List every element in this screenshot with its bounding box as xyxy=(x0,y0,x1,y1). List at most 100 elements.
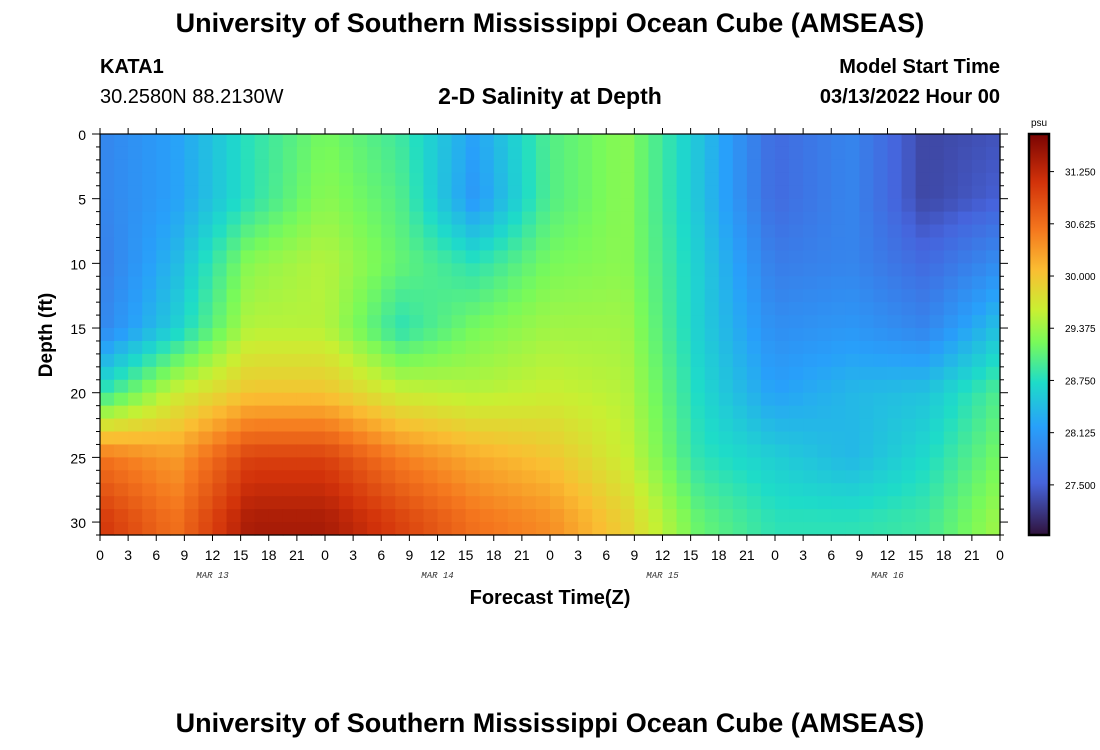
heatmap-cell xyxy=(226,431,242,446)
heatmap-cell xyxy=(690,224,706,239)
heatmap-cell xyxy=(423,224,439,239)
heatmap-cell xyxy=(676,276,692,290)
heatmap-cell xyxy=(887,431,903,446)
heatmap-cell xyxy=(423,263,439,277)
heatmap-cell xyxy=(240,302,256,316)
heatmap-cell xyxy=(437,522,453,536)
heatmap-cell xyxy=(859,315,875,329)
heatmap-cell xyxy=(873,431,889,446)
heatmap-cell xyxy=(564,211,579,226)
heatmap-cell xyxy=(971,470,987,484)
heatmap-cell xyxy=(409,379,425,394)
heatmap-cell xyxy=(915,172,931,187)
heatmap-cell xyxy=(887,366,903,381)
heatmap-cell xyxy=(606,353,621,368)
heatmap-cell xyxy=(985,470,1001,484)
heatmap-cell xyxy=(676,237,692,252)
heatmap-cell xyxy=(915,134,931,148)
heatmap-cell xyxy=(789,392,804,407)
heatmap-cell xyxy=(170,237,185,252)
heatmap-cell xyxy=(648,185,664,200)
heatmap-cell xyxy=(887,172,903,187)
heatmap-cell xyxy=(535,444,551,458)
heatmap-cell xyxy=(957,522,973,536)
x-axis: 0 3 6 9 12 15 18 21 0 3 6 9 12 15 18 21 0 3 6 9 12 15 18 21 0 3 6 9… xyxy=(96,128,1004,563)
heatmap-cell xyxy=(746,340,762,355)
heatmap-cell xyxy=(128,483,143,497)
heatmap-cell xyxy=(240,366,256,381)
heatmap-cell xyxy=(423,418,439,433)
heatmap-cell xyxy=(550,328,565,342)
heatmap-cell xyxy=(957,172,973,187)
heatmap-cell xyxy=(381,418,396,433)
heatmap-cell xyxy=(142,353,157,368)
heatmap-cell xyxy=(128,328,143,342)
heatmap-cell xyxy=(142,159,157,174)
heatmap-cell xyxy=(254,431,270,446)
heatmap-cell xyxy=(775,185,790,200)
heatmap-cell xyxy=(746,470,762,484)
heatmap-cell xyxy=(479,263,495,277)
heatmap-cell xyxy=(254,224,270,239)
heatmap-cell xyxy=(578,185,593,200)
model-start-value: 03/13/2022 Hour 00 xyxy=(819,86,1000,108)
heatmap-cell xyxy=(339,172,354,187)
heatmap-cell xyxy=(929,496,945,510)
heatmap-cell xyxy=(170,134,185,148)
heatmap-cell xyxy=(156,289,171,303)
heatmap-cell xyxy=(620,366,635,381)
heatmap-cell xyxy=(901,444,917,458)
heatmap-cell xyxy=(296,172,312,187)
heatmap-cell xyxy=(943,470,959,484)
heatmap-cell xyxy=(381,392,396,407)
heatmap-cell xyxy=(100,496,115,510)
heatmap-cell xyxy=(817,353,832,368)
heatmap-cell xyxy=(353,444,368,458)
heatmap-cell xyxy=(775,483,790,497)
heatmap-cell xyxy=(873,509,889,523)
heatmap-cell xyxy=(296,146,312,161)
heatmap-cell xyxy=(915,263,931,277)
heatmap-cell xyxy=(873,353,889,368)
heatmap-cell xyxy=(409,509,425,523)
heatmap-cell xyxy=(507,328,523,342)
heatmap-cell xyxy=(690,302,706,316)
heatmap-cell xyxy=(451,340,467,355)
heatmap-cell xyxy=(226,340,242,355)
heatmap-cell xyxy=(704,483,720,497)
heatmap-cell xyxy=(915,405,931,420)
heatmap-cell xyxy=(367,237,382,252)
heatmap-cell xyxy=(634,224,650,239)
heatmap-cell xyxy=(521,509,537,523)
heatmap-cell xyxy=(254,146,270,161)
heatmap-cell xyxy=(100,483,115,497)
heatmap-cell xyxy=(634,405,650,420)
heatmap-cell xyxy=(592,224,607,239)
heatmap-cell xyxy=(409,250,425,264)
heatmap-cell xyxy=(114,250,129,264)
heatmap-cell xyxy=(901,185,917,200)
x-tick-label: 15 xyxy=(683,547,699,563)
heatmap-cell xyxy=(704,237,720,252)
heatmap-cell xyxy=(775,172,790,187)
heatmap-cell xyxy=(957,457,973,471)
heatmap-cell xyxy=(648,392,664,407)
heatmap-cell xyxy=(915,198,931,213)
heatmap-cell xyxy=(859,146,875,161)
heatmap-cell xyxy=(901,224,917,239)
heatmap-cell xyxy=(676,328,692,342)
heatmap-cell xyxy=(325,146,340,161)
heatmap-cell xyxy=(507,302,523,316)
heatmap-cell xyxy=(493,328,509,342)
heatmap-cell xyxy=(676,172,692,187)
heatmap-cell xyxy=(971,353,987,368)
heatmap-cell xyxy=(353,315,368,329)
heatmap-cell xyxy=(198,405,214,420)
heatmap-cell xyxy=(760,146,776,161)
heatmap-cell xyxy=(479,250,495,264)
heatmap-cell xyxy=(887,444,903,458)
heatmap-cell xyxy=(775,366,790,381)
heatmap-cell xyxy=(901,457,917,471)
heatmap-cell xyxy=(943,224,959,239)
heatmap-cell xyxy=(535,483,551,497)
